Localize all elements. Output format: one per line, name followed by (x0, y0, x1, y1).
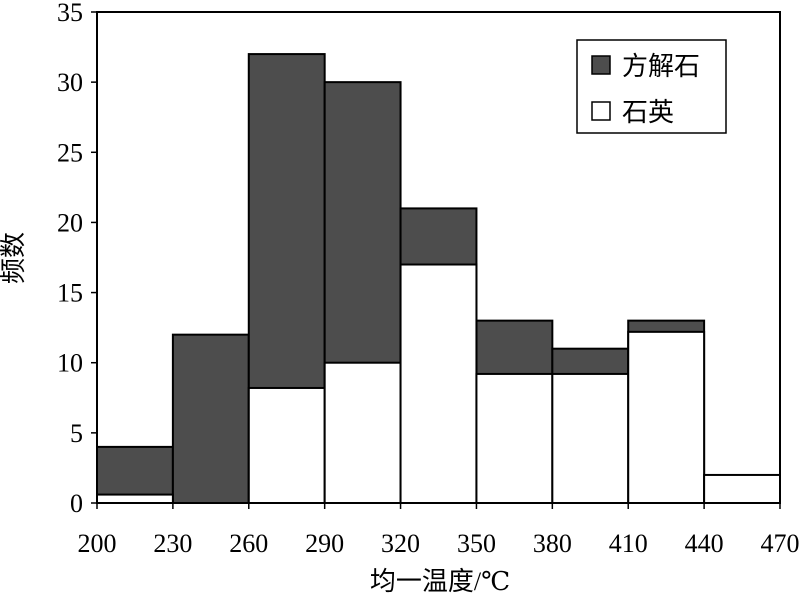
legend-label-calcite: 方解石 (622, 52, 700, 81)
x-axis-title: 均一温度/℃ (370, 567, 510, 596)
y-tick-label: 10 (57, 349, 83, 378)
y-tick-label: 30 (57, 68, 83, 97)
y-tick-label: 5 (70, 419, 83, 448)
bar-quartz-290 (323, 361, 402, 505)
y-tick-label: 35 (57, 0, 83, 27)
bar-quartz-200 (96, 493, 174, 504)
bars-layer (96, 53, 781, 505)
bar-quartz-380 (551, 372, 630, 504)
x-tick-label: 440 (685, 529, 724, 558)
x-tick-label: 320 (381, 529, 420, 558)
x-axis-ticks: 200 230 260 290 320 350 380 410 440 470 (78, 503, 800, 558)
x-tick-label: 200 (78, 529, 117, 558)
legend-swatch-quartz (591, 101, 611, 121)
x-tick-label: 410 (609, 529, 648, 558)
bar-quartz-440 (703, 473, 781, 505)
plot-frame (96, 11, 781, 504)
bar-quartz-410 (627, 330, 706, 505)
y-tick-label: 20 (57, 208, 83, 237)
legend-label-quartz: 石英 (622, 98, 674, 127)
x-tick-label: 260 (229, 529, 268, 558)
bar-quartz-350 (475, 372, 554, 504)
bar-quartz-260 (247, 386, 326, 505)
x-tick-label: 350 (457, 529, 496, 558)
y-tick-label: 0 (70, 489, 83, 518)
bar-calcite-230 (171, 333, 250, 504)
x-tick-label: 290 (305, 529, 344, 558)
x-tick-label: 380 (533, 529, 572, 558)
y-axis-title: 频数 (0, 232, 28, 284)
x-tick-label: 230 (153, 529, 192, 558)
y-axis-ticks: 0 5 10 15 20 25 30 35 (57, 0, 97, 518)
y-tick-label: 25 (57, 138, 83, 167)
bar-quartz-320 (399, 263, 478, 504)
legend: 方解石 石英 (576, 39, 727, 134)
legend-swatch-calcite (591, 55, 611, 75)
x-tick-label: 470 (761, 529, 800, 558)
y-tick-label: 15 (57, 279, 83, 308)
